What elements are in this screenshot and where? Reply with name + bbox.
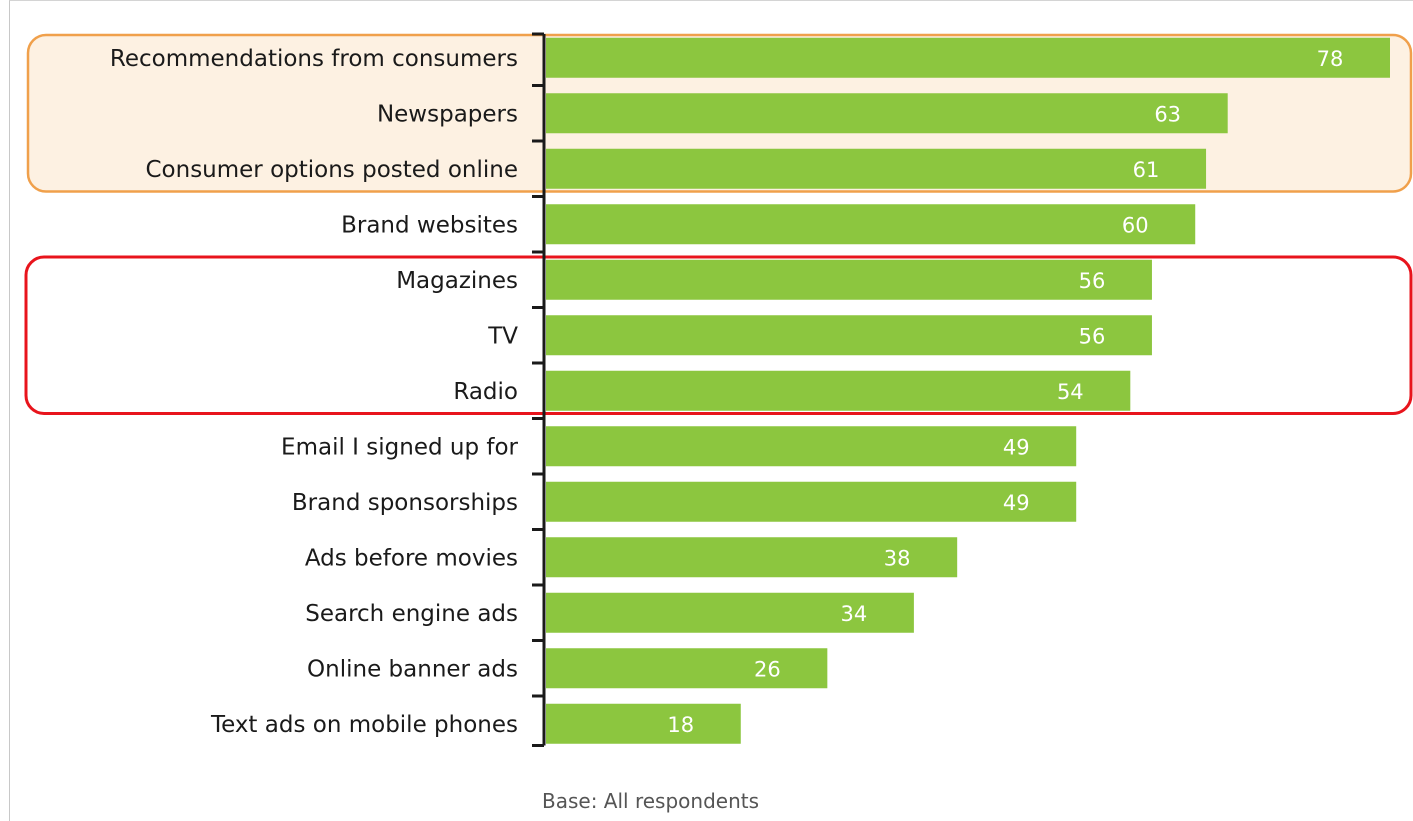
bar-10 xyxy=(546,537,958,578)
bar-12 xyxy=(546,648,828,689)
category-label: Newspapers xyxy=(377,101,518,127)
value-label: 56 xyxy=(1079,269,1106,293)
category-label: Email I signed up for xyxy=(281,434,518,460)
bar-3 xyxy=(546,148,1207,189)
category-label: Radio xyxy=(453,379,518,405)
value-label: 61 xyxy=(1133,158,1160,182)
value-label: 60 xyxy=(1122,213,1149,237)
bar-5 xyxy=(546,259,1152,300)
bar-7 xyxy=(546,370,1131,411)
bar-1 xyxy=(546,37,1390,78)
value-label: 49 xyxy=(1003,435,1030,459)
category-label: Online banner ads xyxy=(307,656,518,682)
value-label: 38 xyxy=(884,546,911,570)
category-label: Brand sponsorships xyxy=(292,490,518,516)
category-label: Recommendations from consumers xyxy=(110,46,518,72)
bar-11 xyxy=(546,592,914,633)
category-label: Brand websites xyxy=(341,212,518,238)
value-label: 78 xyxy=(1317,47,1344,71)
value-label: 26 xyxy=(754,657,781,681)
bars xyxy=(546,37,1390,744)
bar-6 xyxy=(546,315,1152,356)
footnote: Base: All respondents xyxy=(542,789,759,813)
value-label: 63 xyxy=(1154,102,1181,126)
bar-2 xyxy=(546,93,1228,134)
category-label: TV xyxy=(487,323,518,349)
value-label: 34 xyxy=(841,602,868,626)
bar-13 xyxy=(546,703,741,744)
value-labels: 78 63 61 60 56 56 54 49 49 38 34 26 18 xyxy=(667,47,1343,737)
category-label: Ads before movies xyxy=(305,545,518,571)
category-labels: Recommendations from consumers Newspapers… xyxy=(110,46,519,738)
bar-4 xyxy=(546,204,1196,245)
value-label: 49 xyxy=(1003,491,1030,515)
value-label: 56 xyxy=(1079,324,1106,348)
category-label: Consumer options posted online xyxy=(145,157,518,183)
bar-8 xyxy=(546,426,1077,467)
category-label: Text ads on mobile phones xyxy=(210,712,518,738)
chart-frame xyxy=(9,0,1413,821)
bar-9 xyxy=(546,481,1077,522)
category-label: Magazines xyxy=(396,268,518,294)
highlight-box-2 xyxy=(24,255,1413,415)
value-label: 18 xyxy=(667,713,694,737)
y-axis xyxy=(532,32,546,747)
category-label: Search engine ads xyxy=(305,601,518,627)
value-label: 54 xyxy=(1057,380,1084,404)
